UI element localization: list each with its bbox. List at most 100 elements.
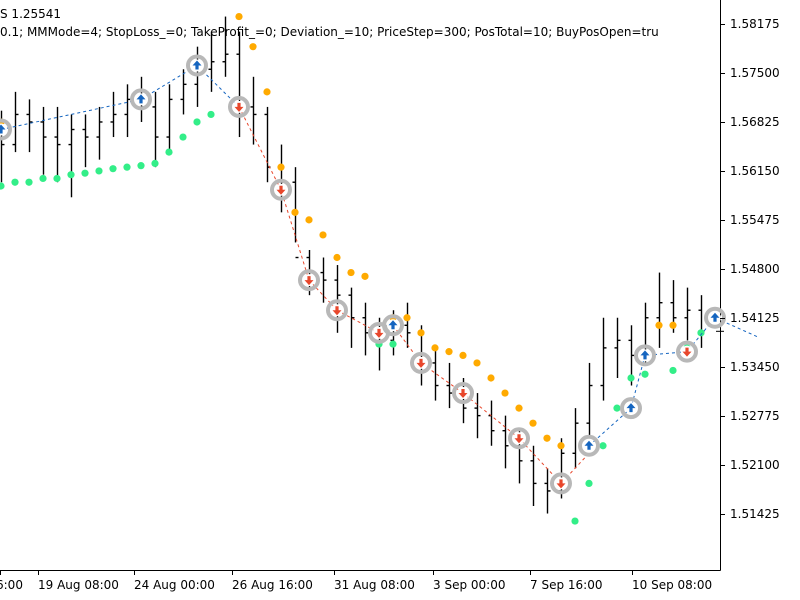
indicator-dot xyxy=(207,110,215,119)
buy-arrow-icon xyxy=(382,314,404,337)
indicator-dot xyxy=(361,272,369,280)
buy-arrow-icon xyxy=(704,306,726,329)
indicator-dot xyxy=(319,231,327,239)
price-bar xyxy=(222,16,229,77)
indicator-dot xyxy=(529,419,537,427)
indicator-dot xyxy=(585,479,593,488)
price-bar xyxy=(236,31,243,138)
indicator-dot xyxy=(95,167,103,175)
indicator-dot xyxy=(431,344,439,352)
indicator-dot xyxy=(445,348,453,356)
indicator-dot xyxy=(333,253,341,262)
plot-frame xyxy=(0,0,721,571)
indicator-dot xyxy=(0,182,5,190)
price-bar xyxy=(124,84,131,138)
buy-arrow-icon xyxy=(620,397,642,420)
price-bar xyxy=(26,99,33,153)
price-bar xyxy=(40,106,47,175)
price-bar xyxy=(572,408,579,469)
price-bar xyxy=(208,31,215,92)
price-bar xyxy=(600,317,607,401)
price-tick-label: 1.54800 xyxy=(730,262,780,276)
price-bar xyxy=(614,317,621,378)
time-tick-label: 19 Aug 08:00 xyxy=(38,578,119,592)
indicator-dot xyxy=(571,517,579,525)
price-bar xyxy=(110,91,117,138)
time-tick-label: 6:00 xyxy=(0,578,23,592)
trade-link-line xyxy=(238,106,394,334)
indicator-dot xyxy=(137,162,145,170)
price-bar xyxy=(320,257,327,303)
price-bar xyxy=(404,302,411,348)
indicator-dot xyxy=(39,174,47,183)
indicator-dot xyxy=(655,321,663,329)
sell-arrow-icon xyxy=(326,299,348,322)
price-bar xyxy=(264,106,271,183)
time-tick-label: 7 Sep 16:00 xyxy=(530,578,602,592)
time-tick-label: 24 Aug 00:00 xyxy=(134,578,215,592)
trade-link-line xyxy=(0,64,240,131)
price-bar xyxy=(502,415,509,469)
price-tick-label: 1.55475 xyxy=(730,213,780,227)
indicator-dot xyxy=(53,174,61,183)
series-layer xyxy=(0,12,758,525)
price-bar xyxy=(166,84,173,153)
price-bar xyxy=(446,362,453,409)
symbol-price-label: S 1.25541 xyxy=(0,7,61,21)
price-tick-label: 1.53450 xyxy=(730,360,780,374)
time-tick-label: 31 Aug 08:00 xyxy=(334,578,415,592)
sell-arrow-icon xyxy=(508,427,530,450)
price-tick-label: 1.52775 xyxy=(730,409,780,423)
price-bar xyxy=(250,76,257,145)
indicator-dot xyxy=(165,148,173,156)
price-bar xyxy=(348,287,355,348)
indicator-dot xyxy=(599,442,607,450)
indicator-dot xyxy=(641,370,649,378)
price-bar xyxy=(684,287,691,341)
indicator-dot xyxy=(417,329,425,337)
buy-arrow-icon xyxy=(578,434,600,457)
price-bar xyxy=(82,114,89,168)
indicator-dot xyxy=(487,374,495,382)
indicator-dot xyxy=(389,340,397,348)
price-bar xyxy=(488,400,495,446)
indicator-dot xyxy=(557,442,565,450)
buy-arrow-icon xyxy=(634,344,656,367)
indicator-dot xyxy=(515,404,523,412)
ea-parameters-label: 0.1; MMMode=4; StopLoss_=0; TakeProfit_=… xyxy=(0,25,659,39)
indicator-dot xyxy=(277,163,285,171)
indicator-dot xyxy=(151,159,159,167)
price-bar xyxy=(656,272,663,348)
price-bar xyxy=(54,106,61,183)
indicator-dot xyxy=(613,404,621,412)
price-bar xyxy=(152,91,159,168)
price-tick-label: 1.56825 xyxy=(730,115,780,129)
sell-arrow-icon xyxy=(228,95,250,118)
price-tick-label: 1.51425 xyxy=(730,507,780,521)
indicator-dot xyxy=(501,389,509,397)
indicator-dot xyxy=(235,12,243,21)
price-bar xyxy=(334,265,341,333)
indicator-dot xyxy=(305,216,313,224)
indicator-dot xyxy=(473,359,481,367)
price-bar xyxy=(530,445,537,506)
time-axis: 6:00 19 Aug 08:00 24 Aug 00:00 26 Aug 16:00… xyxy=(0,570,712,592)
indicator-dot xyxy=(81,169,89,177)
indicator-dot xyxy=(627,374,635,382)
price-bar xyxy=(474,393,481,439)
indicator-dot xyxy=(403,314,411,322)
sell-arrow-icon xyxy=(676,340,698,363)
indicator-dot xyxy=(179,133,187,141)
indicator-dot xyxy=(11,178,19,186)
price-bar xyxy=(544,468,551,514)
price-bar xyxy=(68,114,75,198)
trade-link-line xyxy=(588,317,758,447)
indicator-dot xyxy=(263,88,271,96)
indicator-dot xyxy=(249,43,257,51)
price-bars xyxy=(0,16,705,514)
time-tick-label: 26 Aug 16:00 xyxy=(232,578,313,592)
price-bar xyxy=(432,347,439,401)
trade-link-line xyxy=(392,324,590,485)
indicator-dot xyxy=(291,208,299,216)
price-tick-label: 1.54125 xyxy=(730,311,780,325)
